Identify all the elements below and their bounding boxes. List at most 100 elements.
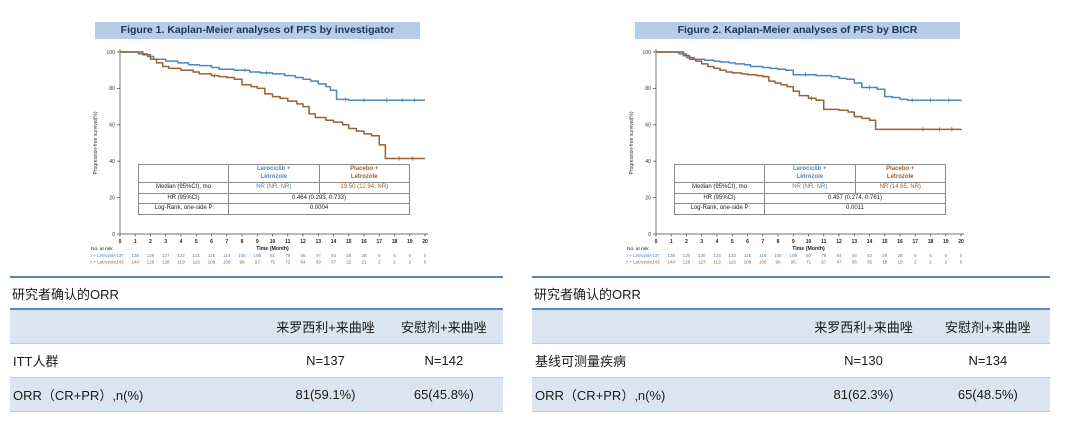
orr-row-value: 105(78.4%): [926, 412, 1050, 422]
svg-text:121: 121: [192, 253, 200, 258]
svg-text:7: 7: [225, 239, 228, 245]
svg-text:128: 128: [162, 260, 170, 265]
stats-logrank-label: Log-Rank, one-side P: [674, 203, 765, 215]
orr-table-bicr: 研究者确认的ORR 来罗西利+来曲唑 安慰剂+来曲唑 基线可测量疾病 N=130…: [532, 276, 1050, 422]
svg-text:28: 28: [897, 253, 903, 258]
svg-text:130: 130: [683, 253, 691, 258]
svg-text:116: 116: [759, 253, 767, 258]
svg-text:28: 28: [882, 253, 888, 258]
orr-row-value: 119(86.9%): [266, 412, 384, 422]
svg-text:4: 4: [716, 239, 719, 245]
svg-text:119: 119: [177, 260, 185, 265]
svg-text:8: 8: [777, 239, 780, 245]
svg-text:36: 36: [852, 260, 858, 265]
stats-median-arm1: NR (NR, NR): [764, 182, 856, 194]
svg-text:105: 105: [238, 253, 246, 258]
table-row: ITT人群 N=137 N=142: [10, 344, 503, 378]
stats-corner-cell: [138, 164, 229, 183]
svg-text:100: 100: [642, 50, 651, 56]
svg-text:19: 19: [407, 239, 413, 245]
stats-hr-label: HR (95%CI): [138, 192, 229, 204]
stats-median-label: Median (95%CI), mo: [138, 182, 229, 194]
svg-text:16: 16: [897, 239, 903, 245]
stats-median-arm2: NR (14.65, NR): [854, 182, 946, 194]
svg-text:6: 6: [914, 253, 917, 258]
svg-text:0: 0: [112, 232, 115, 238]
orr-row-value: 81(62.3%): [833, 387, 894, 402]
svg-text:15: 15: [346, 239, 352, 245]
figure-title: Figure 2. Kaplan-Meier analyses of PFS b…: [635, 22, 960, 39]
svg-text:105: 105: [759, 260, 767, 265]
svg-text:18: 18: [928, 239, 934, 245]
panel-investigator: Figure 1. Kaplan-Meier analyses of PFS b…: [8, 20, 508, 422]
svg-text:14: 14: [867, 239, 873, 245]
orr-row-label: ORR（CR+PR）,n(%): [535, 388, 666, 403]
orr-row-label: 基线可测量疾病: [535, 354, 627, 369]
table-row: CBR（CR+PR+SD≥6个月）,n(%) 113(86.9%) 105(78…: [532, 412, 1050, 422]
svg-text:60: 60: [109, 123, 115, 129]
orr-header-arm1: 来罗西利+来曲唑: [276, 320, 375, 335]
orr-row-label: CBR（CR+PR+SD≥6个月）,n(%): [10, 412, 266, 422]
svg-text:71: 71: [806, 260, 812, 265]
orr-table-investigator: 研究者确认的ORR 来罗西利+来曲唑 安慰剂+来曲唑 ITT人群 N=137 N…: [10, 276, 503, 422]
svg-text:6: 6: [393, 253, 396, 258]
svg-text:22: 22: [346, 260, 352, 265]
svg-text:136: 136: [667, 253, 675, 258]
stats-arm1-header: Lerociclib + Letrozole: [228, 164, 320, 183]
orr-row-value: N=137: [306, 353, 345, 368]
orr-row-value: 65(48.5%): [957, 387, 1018, 402]
svg-text:6: 6: [746, 239, 749, 245]
svg-text:12: 12: [300, 239, 306, 245]
svg-text:2: 2: [393, 260, 396, 265]
svg-text:2: 2: [685, 239, 688, 245]
svg-text:116: 116: [193, 260, 201, 265]
stats-logrank-label: Log-Rank, one-side P: [138, 203, 229, 215]
svg-text:137: 137: [116, 253, 124, 258]
svg-text:Placebo + Letrozole: Placebo + Letrozole: [90, 260, 116, 265]
svg-text:6: 6: [408, 253, 411, 258]
svg-text:11: 11: [285, 239, 291, 245]
svg-text:116: 116: [744, 253, 752, 258]
svg-text:54: 54: [300, 260, 306, 265]
svg-text:80: 80: [806, 253, 812, 258]
orr-row-label: ORR（CR+PR）,n(%): [13, 388, 144, 403]
svg-text:13: 13: [315, 239, 321, 245]
svg-text:122: 122: [177, 253, 185, 258]
svg-text:76: 76: [270, 260, 276, 265]
svg-text:3: 3: [700, 239, 703, 245]
svg-text:4: 4: [180, 239, 183, 245]
svg-text:0: 0: [648, 232, 651, 238]
svg-text:129: 129: [147, 253, 155, 258]
orr-header-row: 来罗西利+来曲唑 安慰剂+来曲唑: [532, 310, 1050, 344]
svg-text:39: 39: [316, 260, 322, 265]
km-stats-table: Lerociclib + Letrozole Placebo + Letrozo…: [138, 164, 410, 215]
svg-text:60: 60: [645, 123, 651, 129]
svg-text:0: 0: [960, 260, 963, 265]
stats-hr-value: 0.464 (0.293, 0.733): [228, 192, 410, 204]
svg-text:95: 95: [791, 260, 797, 265]
svg-text:9: 9: [256, 239, 259, 245]
orr-row-value: N=130: [844, 353, 883, 368]
stats-arm2-header: Placebo + Letrozole: [318, 164, 410, 183]
orr-row-value: N=142: [424, 353, 464, 368]
svg-text:127: 127: [162, 253, 170, 258]
svg-text:18: 18: [882, 260, 888, 265]
svg-text:37: 37: [331, 260, 337, 265]
orr-header-empty: [10, 310, 266, 344]
svg-text:8: 8: [241, 239, 244, 245]
table-row: ORR（CR+PR）,n(%) 81(62.3%) 65(48.5%): [532, 377, 1050, 412]
svg-text:6: 6: [944, 253, 947, 258]
svg-text:5: 5: [195, 239, 198, 245]
svg-text:1: 1: [134, 239, 137, 245]
svg-text:122: 122: [728, 253, 736, 258]
svg-text:47: 47: [836, 260, 842, 265]
svg-text:11: 11: [821, 239, 827, 245]
svg-text:6: 6: [210, 239, 213, 245]
svg-text:3: 3: [164, 239, 167, 245]
svg-text:13: 13: [851, 239, 857, 245]
svg-text:2: 2: [408, 260, 411, 265]
stats-median-arm1: NR (NR, NR): [228, 182, 320, 194]
svg-text:136: 136: [131, 253, 139, 258]
